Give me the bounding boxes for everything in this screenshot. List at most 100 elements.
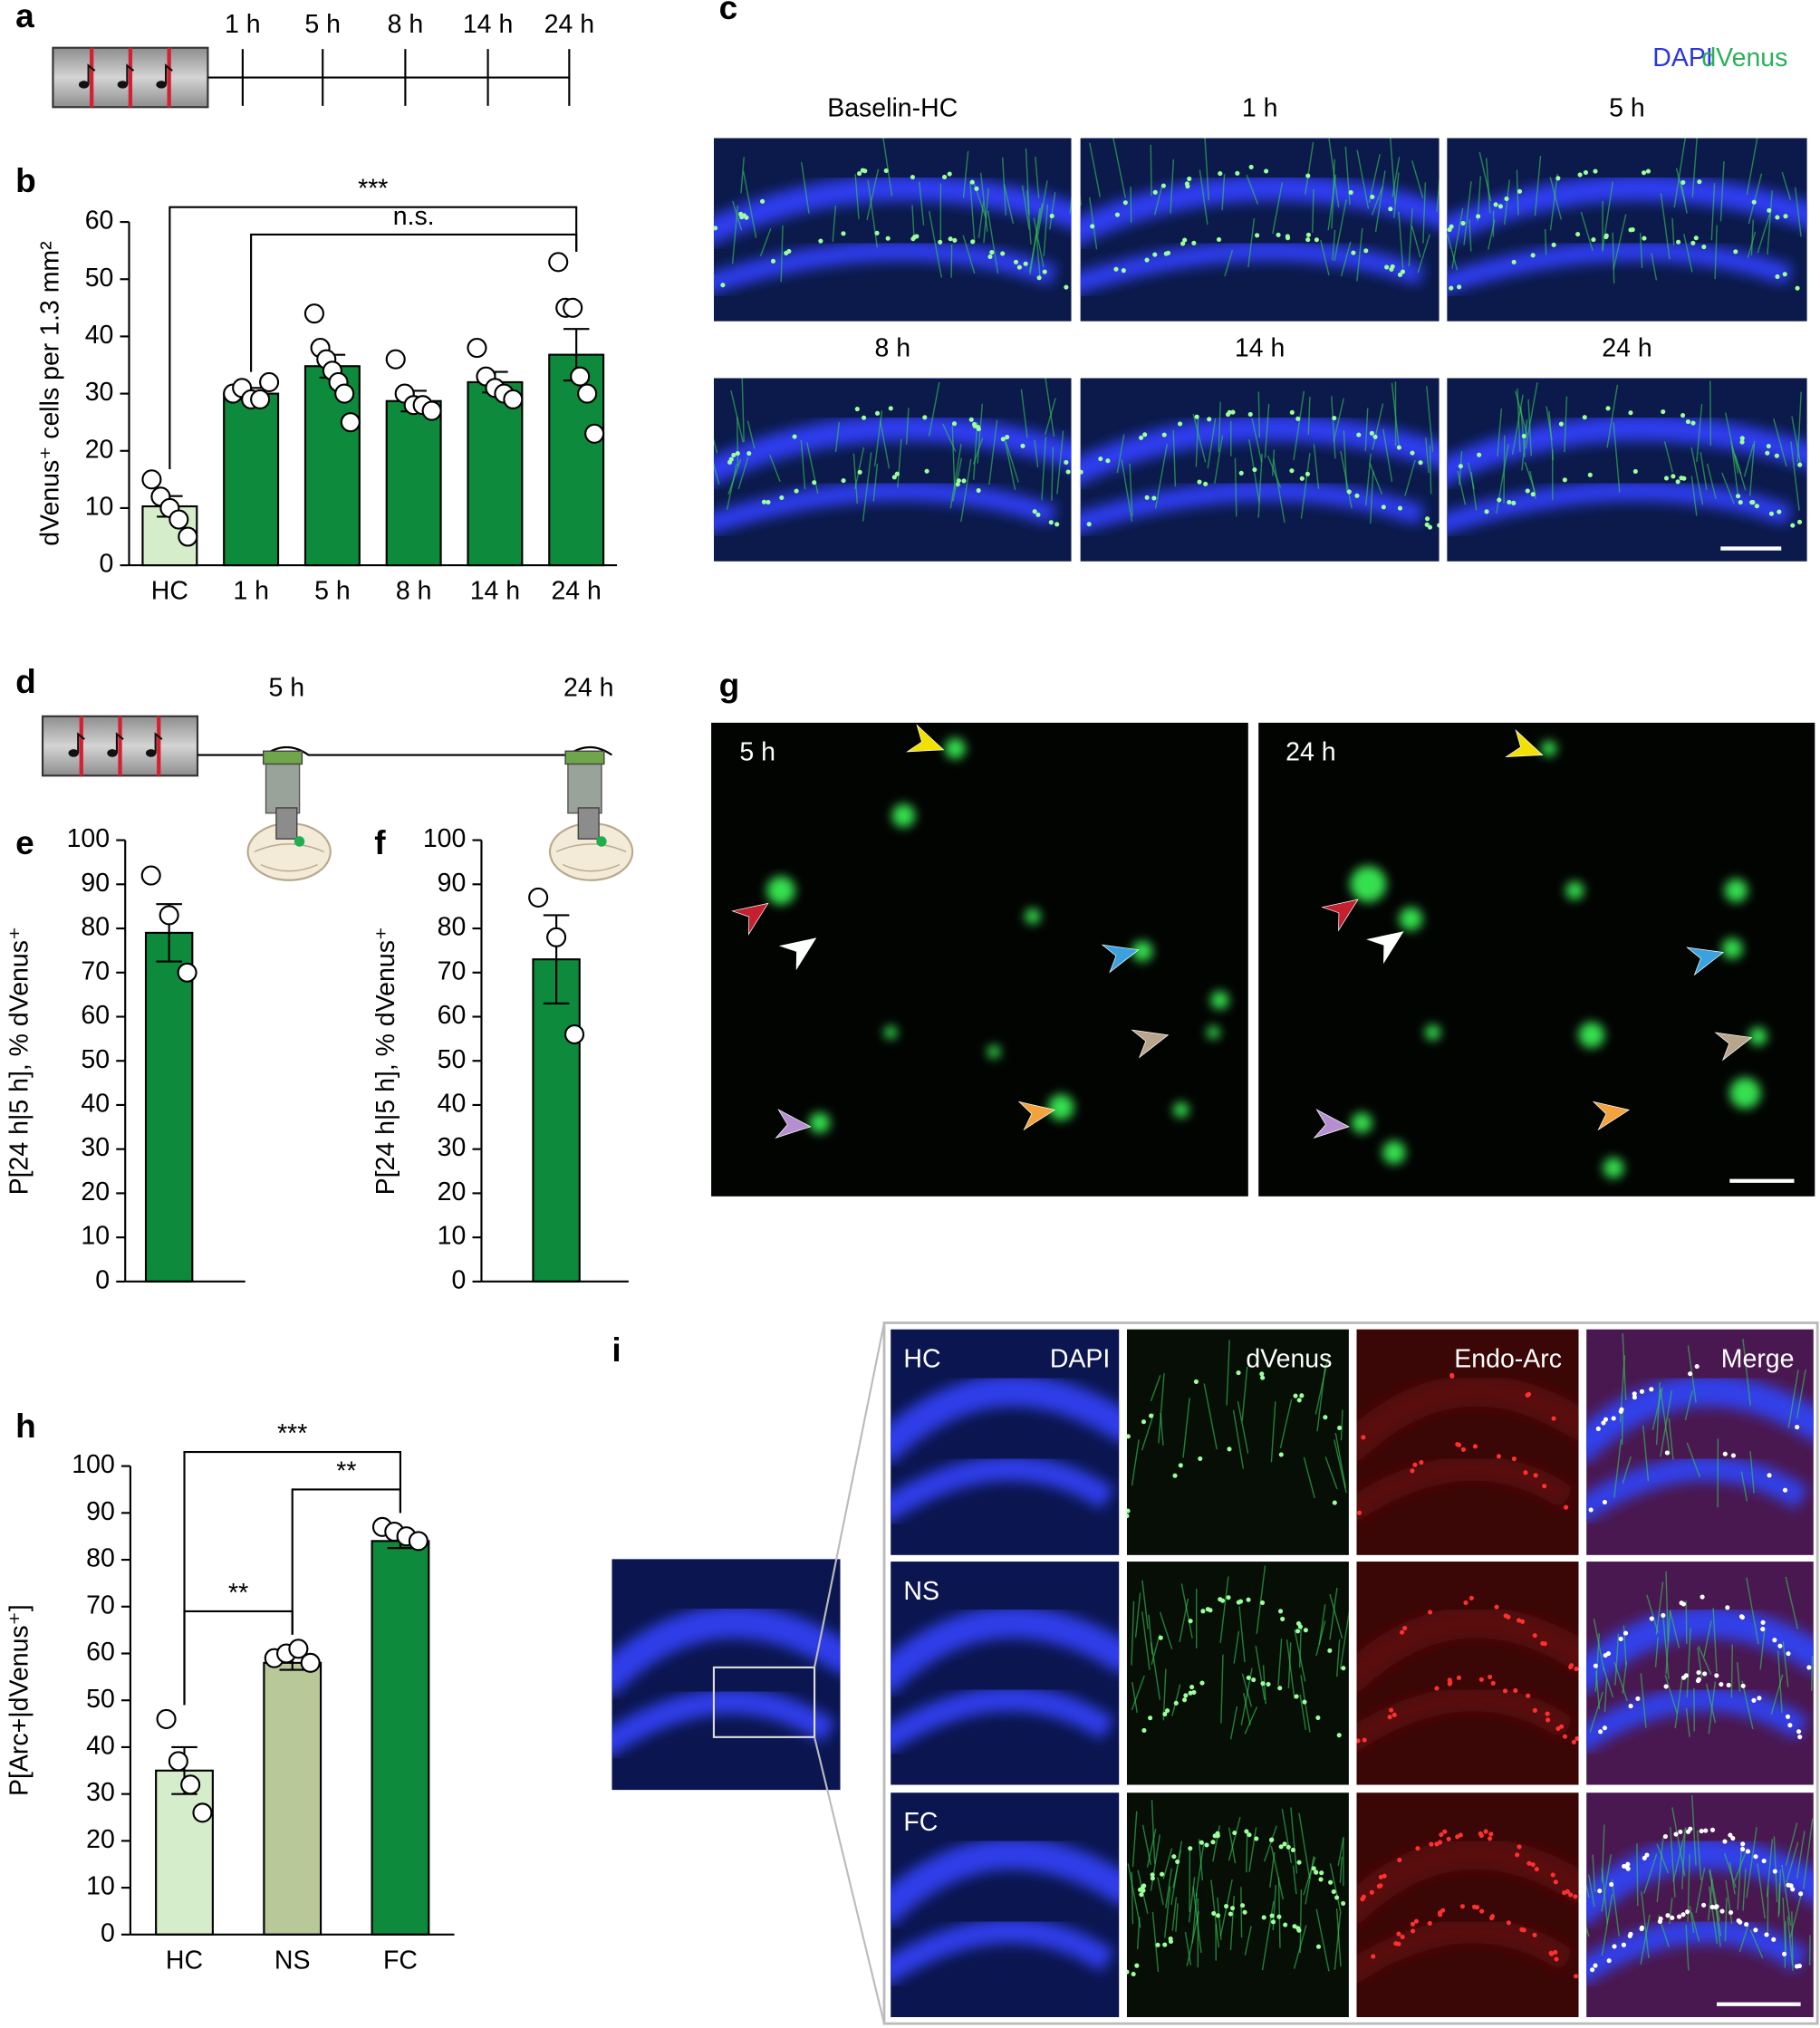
cell	[1603, 233, 1609, 238]
dendrite	[1511, 394, 1524, 455]
image-title: 5 h	[1609, 94, 1645, 123]
cell	[1783, 214, 1788, 219]
cell	[1434, 1686, 1440, 1691]
arrowhead	[1366, 931, 1404, 965]
micrograph	[1447, 138, 1807, 322]
dendrite	[897, 438, 902, 488]
dendrite	[1255, 1645, 1266, 1700]
image-title: 24 h	[1602, 334, 1651, 363]
granule-layer	[611, 1605, 841, 1698]
cell	[989, 250, 995, 255]
dendrite	[1690, 447, 1704, 505]
significance-label: **	[336, 1456, 356, 1485]
cell	[1725, 1605, 1730, 1610]
dendrite	[854, 447, 865, 490]
dendrite	[1654, 1637, 1659, 1668]
dendrite	[1660, 1389, 1671, 1455]
cell	[1644, 1852, 1650, 1858]
bar	[155, 1769, 214, 1936]
dendrite	[960, 458, 972, 523]
y-tick-label: 0	[452, 1265, 467, 1294]
y-tick-label: 10	[86, 1872, 115, 1901]
cell	[961, 478, 967, 484]
dendrite	[1724, 1898, 1728, 1942]
dendrite	[1655, 1382, 1661, 1446]
cell	[1775, 215, 1780, 220]
data-point	[564, 1024, 585, 1045]
micrograph-bg	[1356, 1329, 1579, 1555]
cell	[1459, 1904, 1465, 1909]
cell	[1753, 1927, 1758, 1933]
dendrite	[1219, 1576, 1229, 1643]
cell	[1693, 235, 1699, 241]
arrowhead	[1592, 1101, 1631, 1131]
dendrite	[1313, 444, 1320, 489]
cell	[1296, 1860, 1302, 1865]
dendrite	[1175, 1903, 1179, 1932]
cell	[1534, 1867, 1539, 1872]
dendrite	[801, 161, 810, 214]
cell	[1739, 439, 1745, 445]
cell	[1532, 1633, 1537, 1639]
dendrite	[1214, 435, 1224, 484]
cell	[1479, 1908, 1485, 1914]
dendrite	[1782, 1641, 1789, 1687]
dendrite	[1035, 157, 1040, 198]
cell	[1730, 1453, 1736, 1458]
cell	[1230, 409, 1236, 415]
micrograph-bg	[1126, 1562, 1349, 1785]
dendrite	[973, 422, 978, 480]
data-point	[408, 1531, 429, 1552]
note-icon	[68, 749, 79, 757]
dendrite	[1251, 418, 1263, 463]
cell	[1603, 1652, 1608, 1658]
y-tick-label: 80	[81, 913, 110, 942]
cell	[1122, 200, 1128, 206]
granule-layer	[891, 1375, 1120, 1465]
cell	[1418, 460, 1423, 466]
cell	[841, 231, 846, 236]
dendrite	[962, 150, 969, 198]
y-tick-label: 100	[67, 824, 111, 853]
dendrite	[977, 403, 984, 464]
cell	[1751, 199, 1757, 205]
cell	[1645, 168, 1651, 174]
dendrite	[1794, 187, 1802, 237]
cell	[1378, 1883, 1383, 1889]
cell	[1574, 1735, 1579, 1742]
timeline-label: 5 h	[269, 673, 305, 702]
dendrite	[1364, 453, 1372, 506]
cell	[1389, 1707, 1394, 1713]
cell	[1532, 1707, 1537, 1713]
cell	[1016, 264, 1022, 270]
dendrite	[1246, 174, 1259, 205]
granule-layer	[1447, 480, 1793, 533]
cell	[1427, 1920, 1432, 1926]
cell	[1460, 1447, 1466, 1452]
cell	[1369, 430, 1374, 436]
dendrite	[1172, 1850, 1182, 1889]
cell	[1806, 1665, 1812, 1670]
data-point	[467, 338, 487, 359]
dendrite	[1664, 1675, 1678, 1715]
cell	[1218, 171, 1223, 177]
cell	[1777, 509, 1782, 514]
dendrite	[879, 419, 891, 469]
dendrite	[1746, 1577, 1759, 1645]
cell	[786, 248, 792, 254]
dendrite	[1636, 1843, 1639, 1907]
cell	[1455, 1834, 1460, 1840]
cell	[1397, 1858, 1402, 1863]
cell	[1370, 194, 1375, 199]
brain-icon	[254, 843, 324, 872]
cell	[1238, 470, 1244, 476]
cell	[1530, 253, 1536, 258]
dendrite	[1369, 462, 1383, 495]
granule-layer	[891, 1838, 1120, 1927]
micrograph	[891, 1793, 1120, 2018]
dendrite	[1749, 1450, 1755, 1494]
dendrite	[1683, 233, 1693, 273]
note-icon	[146, 749, 157, 757]
dendrite	[1364, 408, 1369, 451]
